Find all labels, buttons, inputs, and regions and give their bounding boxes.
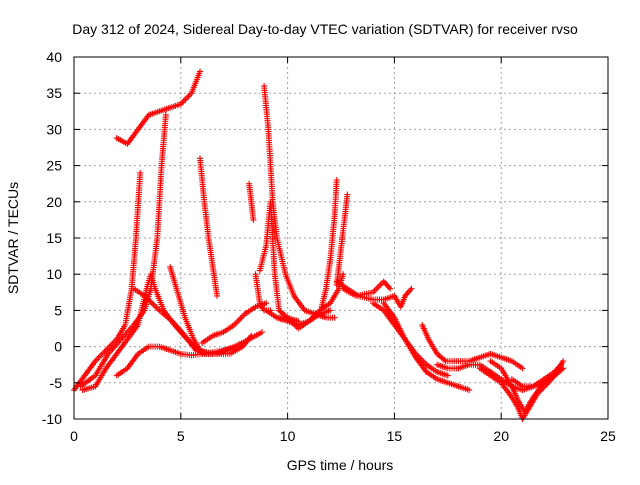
y-axis-label: SDTVAR / TECUs (5, 182, 21, 294)
data-point (558, 366, 565, 373)
data-point (441, 356, 448, 363)
x-axis-label: GPS time / hours (287, 457, 394, 473)
x-tick-label: 10 (280, 428, 296, 444)
series-arc-2 (77, 111, 169, 390)
series-arc-4 (79, 271, 212, 394)
axis-ticks: 0 5 10 15 20 25 -10 -5 0 5 10 15 20 25 30 35 40 (42, 49, 616, 444)
series-arc-13 (256, 198, 302, 325)
chart-title: Day 312 of 2024, Sidereal Day-to-day VTE… (72, 21, 578, 37)
data-point (214, 292, 221, 299)
data-point (197, 68, 204, 75)
x-tick-label: 15 (387, 428, 403, 444)
series-arc-17 (318, 177, 340, 310)
data-point (382, 279, 389, 286)
data-point (403, 291, 410, 298)
y-tick-label: 0 (54, 339, 62, 355)
y-tick-label: 35 (46, 85, 62, 101)
data-point (258, 329, 265, 336)
data-point (405, 288, 412, 295)
x-tick-label: 20 (493, 428, 509, 444)
data-point (137, 169, 144, 176)
series-arc-8 (197, 155, 221, 299)
series-arc-27 (508, 358, 567, 390)
y-tick-label: 25 (46, 158, 62, 174)
series-arc-7 (167, 263, 231, 357)
data-point (263, 300, 270, 307)
data-point (408, 285, 415, 292)
series-arc-16 (263, 271, 347, 332)
series-arc-3 (113, 68, 204, 147)
data-point (162, 111, 169, 118)
y-tick-label: 10 (46, 266, 62, 282)
series-arc-20 (340, 278, 394, 299)
data-point (380, 278, 387, 285)
data-point (466, 387, 473, 394)
data-point (383, 281, 390, 288)
data-point (387, 285, 394, 292)
series-arc-10 (194, 332, 255, 357)
data-point (384, 282, 391, 289)
x-tick-label: 5 (177, 428, 185, 444)
data-point (327, 307, 334, 314)
data-point (444, 372, 451, 379)
y-tick-label: 5 (54, 302, 62, 318)
data-point (407, 287, 414, 294)
data-point (402, 292, 409, 299)
y-tick-label: -5 (50, 375, 63, 391)
data-point (340, 271, 347, 278)
y-tick-label: 20 (46, 194, 62, 210)
series-arc-11 (246, 180, 257, 223)
series-arc-14 (261, 82, 338, 321)
series-arc-23 (419, 321, 526, 372)
y-tick-label: 30 (46, 121, 62, 137)
data-point (404, 290, 411, 297)
series-arc-22 (380, 300, 473, 394)
data-point (385, 284, 392, 291)
data-point (248, 332, 255, 339)
data-point (560, 358, 567, 365)
data-point (331, 314, 338, 321)
data-point (250, 216, 257, 223)
y-tick-label: 40 (46, 49, 62, 65)
y-tick-label: 15 (46, 230, 62, 246)
data-points (71, 68, 567, 422)
y-tick-label: -10 (42, 411, 62, 427)
data-point (519, 365, 526, 372)
data-point (318, 303, 325, 310)
x-tick-label: 25 (600, 428, 616, 444)
x-tick-label: 0 (70, 428, 78, 444)
